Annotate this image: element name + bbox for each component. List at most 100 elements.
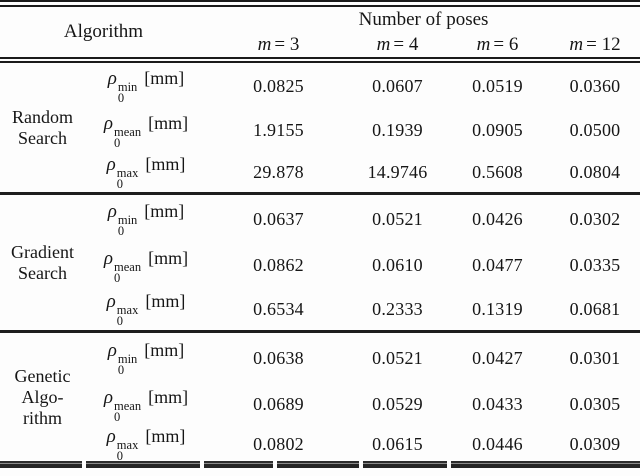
rho-symbol: ρ [103,112,114,134]
rho-symbol: ρ [103,247,114,269]
value-cell: 0.6534 [253,298,304,319]
value-cell: 0.5608 [472,161,523,182]
poses-group-header: Number of poses [358,9,489,30]
bottom-border-segment [204,461,273,468]
group-gradient-search: Gradient Search ρ min 0 [mm] 0.0637 0.0521 … [0,193,640,332]
rho-subsup: max 0 [116,438,139,463]
table-row: ρ mean 0 [mm] 1.9155 0.1939 0.0905 0.0500 [0,109,640,152]
rho-subsup: max 0 [116,166,139,191]
rho-subsup: min 0 [117,80,138,105]
value-cell: 0.0825 [253,75,304,96]
value-cell: 0.0804 [569,161,621,182]
value-cell: 1.9155 [253,120,304,140]
value-cell: 0.0610 [372,255,423,275]
m-symbol: m [257,34,272,55]
metric-label-rho-max: ρ max 0 [mm] [85,152,207,194]
m6-column-header: m = 6 [445,33,550,60]
rho-subsup: max 0 [116,303,139,328]
rho-symbol: ρ [106,154,116,175]
value-cell: 0.0689 [253,394,304,414]
value-cell: 0.0426 [472,208,523,229]
bottom-border-segment [0,461,82,468]
m12-column-header: m = 12 [550,33,640,60]
rho-symbol: ρ [103,386,114,408]
value-cell: 0.0521 [372,347,423,368]
bottom-border-segment [277,461,359,468]
value-cell: 0.0500 [569,120,621,140]
value-cell: 0.0681 [569,298,621,319]
unit-label: [mm] [145,291,186,311]
unit-label: [mm] [148,386,189,407]
m-value: = 12 [586,34,621,55]
unit-label: [mm] [145,154,186,174]
rho-subsup: min 0 [117,352,138,377]
rho-subsup: min 0 [117,213,138,238]
m-symbol: m [376,34,391,55]
value-cell: 0.0521 [372,208,423,229]
rho-subsup: mean 0 [114,124,142,150]
value-cell: 0.0607 [372,75,423,96]
unit-label: [mm] [145,426,186,446]
header-row-top: Algorithm Number of poses [0,4,640,42]
bottom-border-segment [86,461,200,468]
metric-label-rho-max: ρ max 0 [mm] [85,426,207,462]
table-row: Random Search ρ min 0 [mm] 0.0825 0.0607 0.… [0,60,640,148]
value-cell: 0.0360 [569,75,621,96]
m-value: = 6 [493,34,519,55]
value-cell: 0.0802 [253,433,304,454]
value-cell: 0.0862 [253,255,304,275]
value-cell: 0.0637 [253,208,304,229]
value-cell: 14.9746 [367,161,428,182]
header-row-m: m = 3 m = 4 m = 6 m = 12 [0,33,640,60]
value-cell: 0.0427 [472,347,523,368]
rho-symbol: ρ [106,291,116,312]
metric-label-rho-mean: ρ mean 0 [mm] [85,383,207,426]
algorithm-name-gradient-search: Gradient Search [11,241,74,283]
bottom-border-segment [363,461,447,468]
value-cell: 0.0302 [569,208,621,229]
bottom-border-segment [451,461,640,468]
unit-label: [mm] [144,340,185,360]
m-symbol: m [569,34,584,55]
m3-column-header: m = 3 [207,33,350,60]
value-cell: 0.0446 [472,433,523,454]
metric-label-rho-min: ρ min 0 [mm] [85,332,207,384]
group-random-search: Random Search ρ min 0 [mm] 0.0825 0.0607 0.… [0,60,640,194]
metric-label-rho-mean: ρ mean 0 [mm] [85,243,207,288]
algorithm-results-table: Algorithm Number of poses m = 3 m = 4 m = 6… [0,0,640,462]
rho-subsup: mean 0 [114,398,142,424]
value-cell: 0.0309 [569,433,621,454]
algorithm-name-random-search: Random Search [12,106,73,148]
metric-label-rho-min: ρ min 0 [mm] [85,60,207,109]
value-cell: 0.2333 [372,298,423,319]
m-value: = 4 [393,34,419,55]
value-cell: 0.0301 [569,347,621,368]
value-cell: 0.0305 [569,394,621,414]
unit-label: [mm] [144,68,185,88]
table-row: Genetic Algo- rithm ρ min 0 [mm] 0.0638 0.0… [0,332,640,428]
metric-label-rho-mean: ρ mean 0 [mm] [85,109,207,152]
value-cell: 0.0638 [253,347,304,368]
bottom-border [0,461,640,468]
metric-label-rho-min: ρ min 0 [mm] [85,194,207,244]
value-cell: 29.878 [253,161,304,182]
value-cell: 0.0529 [372,394,423,414]
value-cell: 0.0905 [472,120,523,140]
rho-symbol: ρ [107,201,117,222]
unit-label: [mm] [144,201,185,221]
table-row: ρ max 0 [mm] 0.0802 0.0615 0.0446 0.0309 [0,426,640,462]
table-row: ρ max 0 [mm] 0.6534 0.2333 0.1319 0.0681 [0,288,640,332]
value-cell: 0.0335 [569,255,621,275]
metric-label-rho-max: ρ max 0 [mm] [85,288,207,332]
value-cell: 0.1319 [472,298,523,319]
rho-symbol: ρ [107,68,117,89]
unit-label: [mm] [148,112,189,133]
rho-symbol: ρ [107,340,117,361]
table-row: Gradient Search ρ min 0 [mm] 0.0637 0.0521 … [0,194,640,283]
value-cell: 0.1939 [372,120,423,140]
m4-column-header: m = 4 [350,33,445,60]
table-header: Algorithm Number of poses m = 3 m = 4 m = 6… [0,4,640,60]
value-cell: 0.0433 [472,394,523,414]
algorithm-column-header: Algorithm [63,21,144,42]
